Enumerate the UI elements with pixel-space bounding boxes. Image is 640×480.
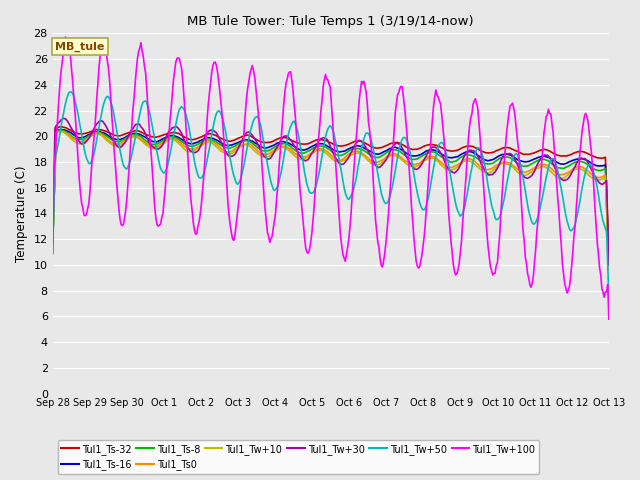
Tul1_Ts-32	[285, 136, 292, 142]
Line: Tul1_Tw+100: Tul1_Tw+100	[52, 37, 609, 319]
Tul1_Tw+50	[67, 89, 75, 95]
Tul1_Ts-16	[605, 260, 612, 266]
Tul1_Ts0	[49, 241, 56, 247]
Tul1_Ts0	[223, 149, 230, 155]
Tul1_Ts-16	[56, 127, 63, 132]
Tul1_Tw+10	[605, 266, 612, 272]
Tul1_Tw+50	[388, 186, 396, 192]
Tul1_Ts-16	[361, 146, 369, 152]
Tul1_Tw+30	[223, 151, 230, 156]
Tul1_Ts0	[388, 151, 396, 157]
Tul1_Tw+30	[555, 173, 563, 179]
Tul1_Ts-8	[459, 154, 467, 159]
Y-axis label: Temperature (C): Temperature (C)	[15, 165, 28, 262]
Tul1_Ts-32	[459, 145, 467, 151]
Tul1_Ts-16	[49, 240, 56, 246]
Tul1_Ts0	[56, 129, 63, 134]
Tul1_Tw+10	[459, 159, 467, 165]
Tul1_Ts-8	[285, 142, 292, 148]
Tul1_Tw+10	[49, 242, 56, 248]
Tul1_Ts-8	[56, 127, 63, 133]
Tul1_Tw+10	[223, 151, 230, 157]
Tul1_Ts-8	[605, 262, 612, 267]
Tul1_Ts-8	[555, 165, 563, 171]
Tul1_Ts-32	[361, 140, 369, 146]
Tul1_Ts0	[555, 172, 563, 178]
Tul1_Ts-16	[459, 151, 467, 156]
Tul1_Tw+50	[555, 174, 563, 180]
Tul1_Tw+30	[49, 233, 56, 239]
Tul1_Tw+50	[285, 131, 292, 137]
Tul1_Tw+100	[223, 182, 230, 188]
Tul1_Tw+50	[223, 136, 230, 142]
Line: Tul1_Ts0: Tul1_Ts0	[52, 132, 609, 268]
Tul1_Tw+10	[388, 153, 396, 158]
Legend: Tul1_Ts-32, Tul1_Ts-16, Tul1_Ts-8, Tul1_Ts0, Tul1_Tw+10, Tul1_Tw+30, Tul1_Tw+50,: Tul1_Ts-32, Tul1_Ts-16, Tul1_Ts-8, Tul1_…	[58, 440, 539, 474]
Tul1_Tw+10	[57, 129, 65, 134]
Tul1_Tw+10	[361, 154, 369, 160]
Tul1_Ts-16	[555, 160, 563, 166]
Tul1_Ts-32	[555, 153, 563, 158]
Tul1_Tw+100	[61, 34, 69, 40]
Tul1_Tw+100	[361, 83, 369, 89]
Tul1_Ts-8	[49, 241, 56, 247]
Line: Tul1_Tw+30: Tul1_Tw+30	[52, 118, 609, 265]
Tul1_Ts-8	[388, 147, 396, 153]
Title: MB Tule Tower: Tule Temps 1 (3/19/14-now): MB Tule Tower: Tule Temps 1 (3/19/14-now…	[188, 15, 474, 28]
Tul1_Ts0	[361, 153, 369, 158]
Tul1_Tw+100	[605, 316, 612, 322]
Tul1_Tw+50	[49, 251, 56, 256]
Tul1_Tw+50	[605, 295, 612, 301]
Tul1_Tw+30	[388, 145, 396, 151]
Tul1_Tw+100	[555, 209, 563, 215]
Tul1_Ts-32	[388, 140, 396, 146]
Tul1_Ts-16	[285, 140, 292, 146]
Tul1_Tw+30	[285, 134, 292, 140]
Tul1_Tw+100	[285, 71, 292, 76]
Tul1_Ts-32	[223, 138, 230, 144]
Line: Tul1_Ts-8: Tul1_Ts-8	[52, 130, 609, 264]
Tul1_Tw+100	[388, 165, 396, 171]
Tul1_Tw+100	[459, 221, 467, 227]
Tul1_Tw+50	[459, 211, 467, 217]
Tul1_Ts-32	[605, 255, 612, 261]
Tul1_Ts-32	[57, 124, 65, 130]
Line: Tul1_Tw+10: Tul1_Tw+10	[52, 132, 609, 269]
Tul1_Ts0	[459, 158, 467, 164]
Tul1_Tw+30	[605, 262, 612, 268]
Line: Tul1_Tw+50: Tul1_Tw+50	[52, 92, 609, 298]
Tul1_Tw+10	[555, 175, 563, 181]
Tul1_Tw+30	[60, 115, 67, 121]
Tul1_Tw+50	[361, 132, 369, 138]
Tul1_Ts-16	[388, 145, 396, 151]
Line: Tul1_Ts-32: Tul1_Ts-32	[52, 127, 609, 258]
Tul1_Ts-32	[49, 240, 56, 245]
Line: Tul1_Ts-16: Tul1_Ts-16	[52, 130, 609, 263]
Tul1_Ts-8	[223, 145, 230, 151]
Tul1_Tw+100	[49, 251, 56, 257]
Tul1_Ts0	[605, 265, 612, 271]
Tul1_Ts-16	[223, 143, 230, 148]
Tul1_Tw+30	[361, 143, 369, 149]
Tul1_Ts-8	[361, 148, 369, 154]
Tul1_Tw+30	[459, 157, 467, 163]
Tul1_Tw+10	[285, 147, 292, 153]
Text: MB_tule: MB_tule	[56, 42, 105, 52]
Tul1_Ts0	[285, 145, 292, 151]
